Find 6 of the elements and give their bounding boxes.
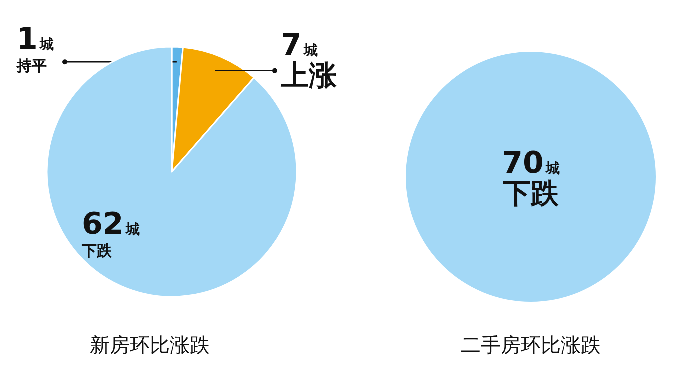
slice-label: 上涨 (280, 58, 338, 92)
text: 二手房环比涨跌 (461, 333, 601, 357)
text: 新房环比涨跌 (90, 333, 210, 357)
data-label: 1城 (17, 22, 54, 58)
slice-label: 下跌 (81, 242, 113, 260)
slice-label: 持平 (16, 57, 47, 76)
